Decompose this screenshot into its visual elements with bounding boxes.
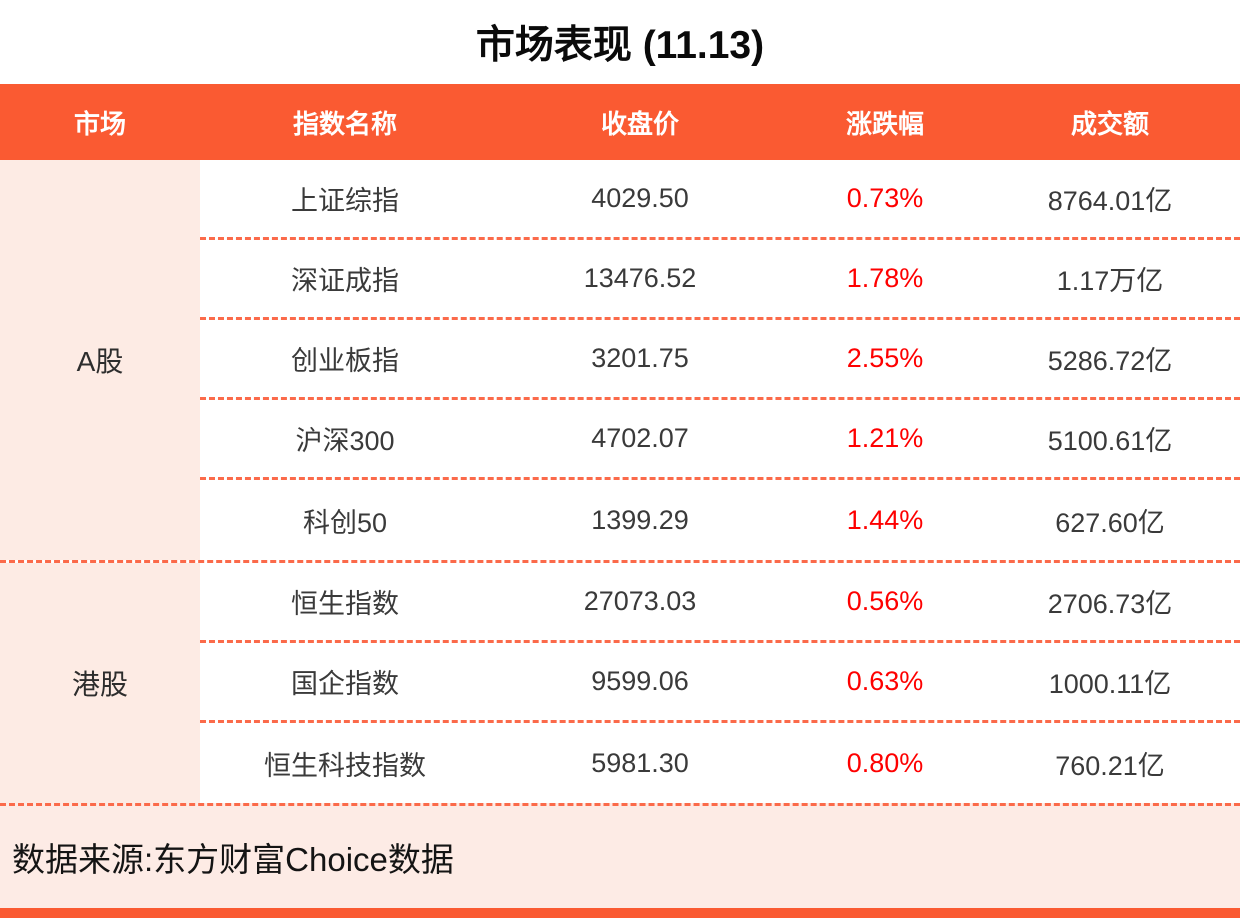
index-name: 上证综指 — [291, 186, 399, 216]
table-row: 沪深300 4702.07 1.21% 5100.61亿 — [200, 400, 1240, 480]
table-row: 科创50 1399.29 1.44% 627.60亿 — [200, 480, 1240, 560]
change-percent: 0.80% — [846, 747, 924, 778]
table-body: A股 上证综指 4029.50 0.73% 8764.01亿 深证成指 1347… — [0, 160, 1240, 803]
bottom-accent-bar — [0, 908, 1240, 918]
index-name: 恒生科技指数 — [264, 750, 426, 781]
close-price: 9599.06 — [591, 666, 689, 696]
change-percent: 2.55% — [846, 343, 924, 373]
market-group-label: A股 — [0, 160, 200, 560]
data-source-footer: 数据来源:东方财富Choice数据 — [0, 803, 1240, 908]
index-name: 创业板指 — [291, 346, 399, 376]
turnover: 1000.11亿 — [1048, 669, 1172, 699]
turnover: 8764.01亿 — [1047, 186, 1173, 216]
table-row: 恒生指数 27073.03 0.56% 2706.73亿 — [200, 563, 1240, 643]
turnover: 2706.73亿 — [1047, 589, 1173, 619]
close-price: 4702.07 — [591, 423, 689, 453]
header-close-price: 收盘价 — [600, 108, 679, 139]
turnover: 627.60亿 — [1055, 507, 1165, 538]
table-header-row: 市场 指数名称 收盘价 涨跌幅 成交额 — [0, 84, 1240, 160]
close-price: 4029.50 — [591, 183, 689, 213]
group-rows: 恒生指数 27073.03 0.56% 2706.73亿 国企指数 9599.0… — [200, 563, 1240, 803]
close-price: 3201.75 — [591, 343, 689, 373]
data-source-text: 数据来源:东方财富Choice数据 — [12, 841, 454, 878]
index-name: 恒生指数 — [291, 589, 399, 619]
turnover: 1.17万亿 — [1056, 266, 1164, 296]
close-price: 13476.52 — [583, 263, 697, 293]
header-market: 市场 — [73, 108, 126, 139]
table-row: 恒生科技指数 5981.30 0.80% 760.21亿 — [200, 723, 1240, 803]
close-price: 27073.03 — [583, 586, 697, 616]
close-price: 1399.29 — [591, 504, 689, 535]
change-percent: 1.44% — [846, 504, 924, 535]
group-rows: 上证综指 4029.50 0.73% 8764.01亿 深证成指 13476.5… — [200, 160, 1240, 560]
change-percent: 0.73% — [846, 183, 924, 213]
table-row: 创业板指 3201.75 2.55% 5286.72亿 — [200, 320, 1240, 400]
table-row: 国企指数 9599.06 0.63% 1000.11亿 — [200, 643, 1240, 723]
change-percent: 0.56% — [846, 586, 924, 616]
market-group-a-shares: A股 上证综指 4029.50 0.73% 8764.01亿 深证成指 1347… — [0, 160, 1240, 563]
turnover: 760.21亿 — [1055, 750, 1165, 781]
header-index-name: 指数名称 — [292, 108, 397, 139]
table-row: 深证成指 13476.52 1.78% 1.17万亿 — [200, 240, 1240, 320]
index-name: 国企指数 — [291, 669, 399, 699]
change-percent: 1.78% — [846, 263, 924, 293]
index-name: 科创50 — [302, 507, 388, 538]
header-turnover: 成交额 — [1070, 108, 1149, 139]
index-name: 深证成指 — [291, 266, 399, 296]
close-price: 5981.30 — [591, 747, 689, 778]
market-group-hk-shares: 港股 恒生指数 27073.03 0.56% 2706.73亿 国企指数 959… — [0, 563, 1240, 803]
turnover: 5100.61亿 — [1047, 426, 1173, 456]
title-bar: 市场表现 (11.13) — [0, 0, 1240, 84]
change-percent: 1.21% — [846, 423, 924, 453]
page-title: 市场表现 (11.13) — [475, 24, 765, 67]
table-row: 上证综指 4029.50 0.73% 8764.01亿 — [200, 160, 1240, 240]
turnover: 5286.72亿 — [1047, 346, 1173, 376]
header-change-percent: 涨跌幅 — [845, 108, 924, 139]
market-group-label: 港股 — [0, 563, 200, 803]
index-name: 沪深300 — [295, 426, 395, 456]
change-percent: 0.63% — [846, 666, 924, 696]
